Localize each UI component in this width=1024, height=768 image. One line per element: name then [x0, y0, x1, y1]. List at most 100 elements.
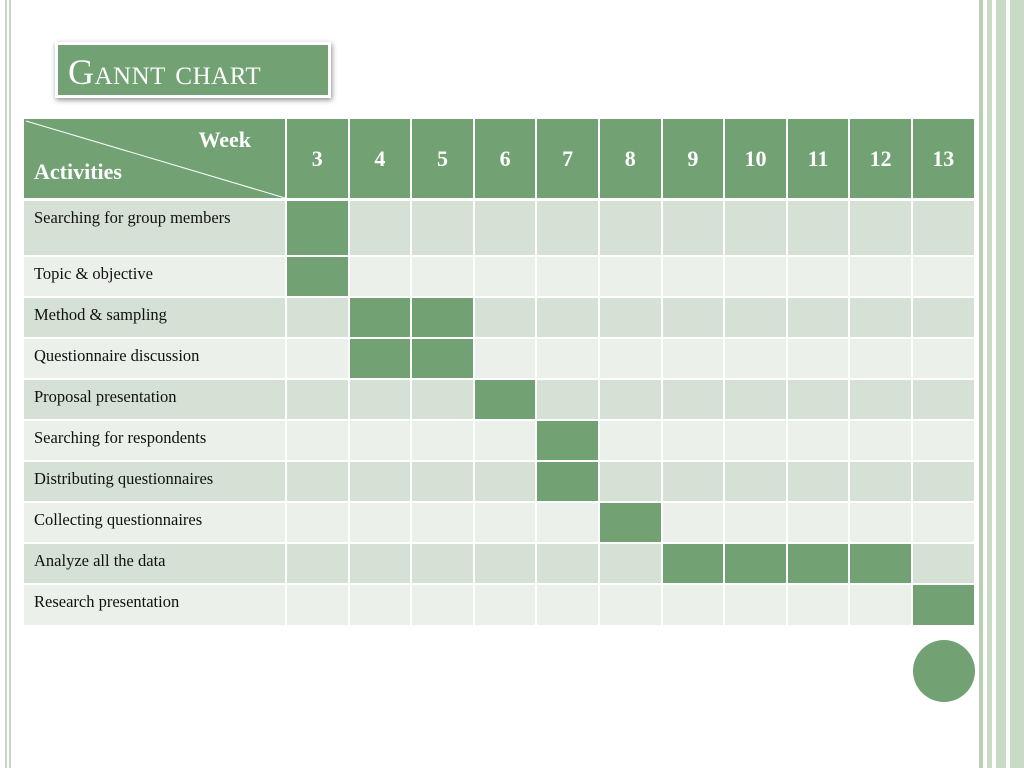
gantt-empty-cell-week-13 — [912, 503, 976, 544]
gantt-empty-cell-week-9 — [662, 339, 726, 380]
gantt-empty-cell-week-6 — [474, 462, 538, 503]
week-header-4: 4 — [349, 119, 413, 201]
activity-label: Questionnaire discussion — [24, 339, 287, 380]
gantt-empty-cell-week-12 — [850, 421, 913, 462]
right-border-stripe — [996, 0, 1006, 768]
gantt-empty-cell-week-4 — [349, 585, 413, 627]
gantt-empty-cell-week-11 — [787, 257, 851, 298]
gantt-empty-cell-week-11 — [787, 201, 851, 257]
gantt-empty-cell-week-5 — [412, 257, 475, 298]
gantt-empty-cell-week-12 — [850, 257, 913, 298]
gantt-empty-cell-week-13 — [912, 298, 976, 339]
gantt-empty-cell-week-11 — [787, 298, 851, 339]
gantt-empty-cell-week-12 — [850, 462, 913, 503]
gantt-bar-cell-week-7 — [537, 421, 600, 462]
gantt-empty-cell-week-9 — [662, 462, 726, 503]
gantt-empty-cell-week-12 — [850, 585, 913, 627]
gantt-empty-cell-week-5 — [412, 201, 475, 257]
gantt-empty-cell-week-6 — [474, 421, 538, 462]
gantt-empty-cell-week-12 — [850, 339, 913, 380]
activity-label: Research presentation — [24, 585, 287, 627]
gantt-bar-cell-week-11 — [787, 544, 851, 585]
gantt-empty-cell-week-10 — [725, 339, 788, 380]
table-row: Research presentation — [24, 585, 976, 627]
gantt-empty-cell-week-5 — [412, 462, 475, 503]
gantt-empty-cell-week-4 — [349, 462, 413, 503]
gantt-empty-cell-week-7 — [537, 257, 600, 298]
gantt-empty-cell-week-4 — [349, 503, 413, 544]
gantt-empty-cell-week-3 — [287, 544, 350, 585]
gantt-empty-cell-week-12 — [850, 380, 913, 421]
gantt-empty-cell-week-5 — [412, 585, 475, 627]
gantt-empty-cell-week-8 — [599, 585, 663, 627]
gantt-empty-cell-week-12 — [850, 503, 913, 544]
week-header-3: 3 — [287, 119, 350, 201]
gantt-empty-cell-week-6 — [474, 201, 538, 257]
week-header-12: 12 — [850, 119, 913, 201]
gantt-empty-cell-week-11 — [787, 339, 851, 380]
gantt-empty-cell-week-11 — [787, 380, 851, 421]
gantt-empty-cell-week-11 — [787, 462, 851, 503]
gantt-empty-cell-week-7 — [537, 544, 600, 585]
gantt-empty-cell-week-5 — [412, 380, 475, 421]
gantt-empty-cell-week-11 — [787, 421, 851, 462]
gantt-empty-cell-week-3 — [287, 462, 350, 503]
slide-title: Gannt chart — [68, 52, 262, 92]
activity-label: Collecting questionnaires — [24, 503, 287, 544]
gantt-empty-cell-week-8 — [599, 421, 663, 462]
gantt-empty-cell-week-5 — [412, 421, 475, 462]
gantt-empty-cell-week-4 — [349, 421, 413, 462]
right-border-stripe — [1010, 0, 1024, 768]
gantt-empty-cell-week-3 — [287, 503, 350, 544]
table-row: Analyze all the data — [24, 544, 976, 585]
decorative-circle — [913, 640, 975, 702]
gantt-empty-cell-week-8 — [599, 544, 663, 585]
gantt-empty-cell-week-3 — [287, 380, 350, 421]
gantt-empty-cell-week-6 — [474, 298, 538, 339]
gantt-bar-cell-week-10 — [725, 544, 788, 585]
gantt-empty-cell-week-10 — [725, 257, 788, 298]
gantt-bar-cell-week-7 — [537, 462, 600, 503]
week-header-5: 5 — [412, 119, 475, 201]
activity-label: Analyze all the data — [24, 544, 287, 585]
gantt-empty-cell-week-8 — [599, 298, 663, 339]
gantt-empty-cell-week-9 — [662, 201, 726, 257]
gantt-empty-cell-week-13 — [912, 201, 976, 257]
left-border-line — [9, 0, 11, 768]
gantt-bar-cell-week-6 — [474, 380, 538, 421]
table-row: Searching for respondents — [24, 421, 976, 462]
gantt-empty-cell-week-10 — [725, 462, 788, 503]
gantt-empty-cell-week-10 — [725, 503, 788, 544]
table-row: Searching for group members — [24, 201, 976, 257]
gantt-empty-cell-week-3 — [287, 421, 350, 462]
gantt-body: Searching for group members Topic & objec… — [24, 201, 976, 627]
gantt-empty-cell-week-7 — [537, 339, 600, 380]
gantt-empty-cell-week-4 — [349, 257, 413, 298]
gantt-empty-cell-week-13 — [912, 339, 976, 380]
week-header-10: 10 — [725, 119, 788, 201]
gantt-bar-cell-week-3 — [287, 257, 350, 298]
gantt-empty-cell-week-9 — [662, 380, 726, 421]
right-border-stripe — [987, 0, 992, 768]
gantt-empty-cell-week-13 — [912, 421, 976, 462]
gantt-empty-cell-week-6 — [474, 544, 538, 585]
gantt-empty-cell-week-8 — [599, 339, 663, 380]
gantt-bar-cell-week-13 — [912, 585, 976, 627]
gantt-empty-cell-week-10 — [725, 421, 788, 462]
gantt-empty-cell-week-8 — [599, 462, 663, 503]
gantt-bar-cell-week-5 — [412, 339, 475, 380]
gantt-empty-cell-week-4 — [349, 544, 413, 585]
corner-diagonal-line — [25, 120, 286, 199]
gantt-table: Week Activities 3 4 5 6 7 8 9 10 11 12 13 Searchin… — [24, 119, 976, 627]
gantt-empty-cell-week-11 — [787, 503, 851, 544]
gantt-empty-cell-week-3 — [287, 339, 350, 380]
gantt-bar-cell-week-12 — [850, 544, 913, 585]
gantt-empty-cell-week-6 — [474, 339, 538, 380]
table-row: Method & sampling — [24, 298, 976, 339]
activities-header-label: Activities — [34, 159, 122, 184]
table-row: Questionnaire discussion — [24, 339, 976, 380]
gantt-empty-cell-week-6 — [474, 257, 538, 298]
gantt-empty-cell-week-10 — [725, 298, 788, 339]
gantt-bar-cell-week-4 — [349, 298, 413, 339]
gantt-empty-cell-week-9 — [662, 421, 726, 462]
